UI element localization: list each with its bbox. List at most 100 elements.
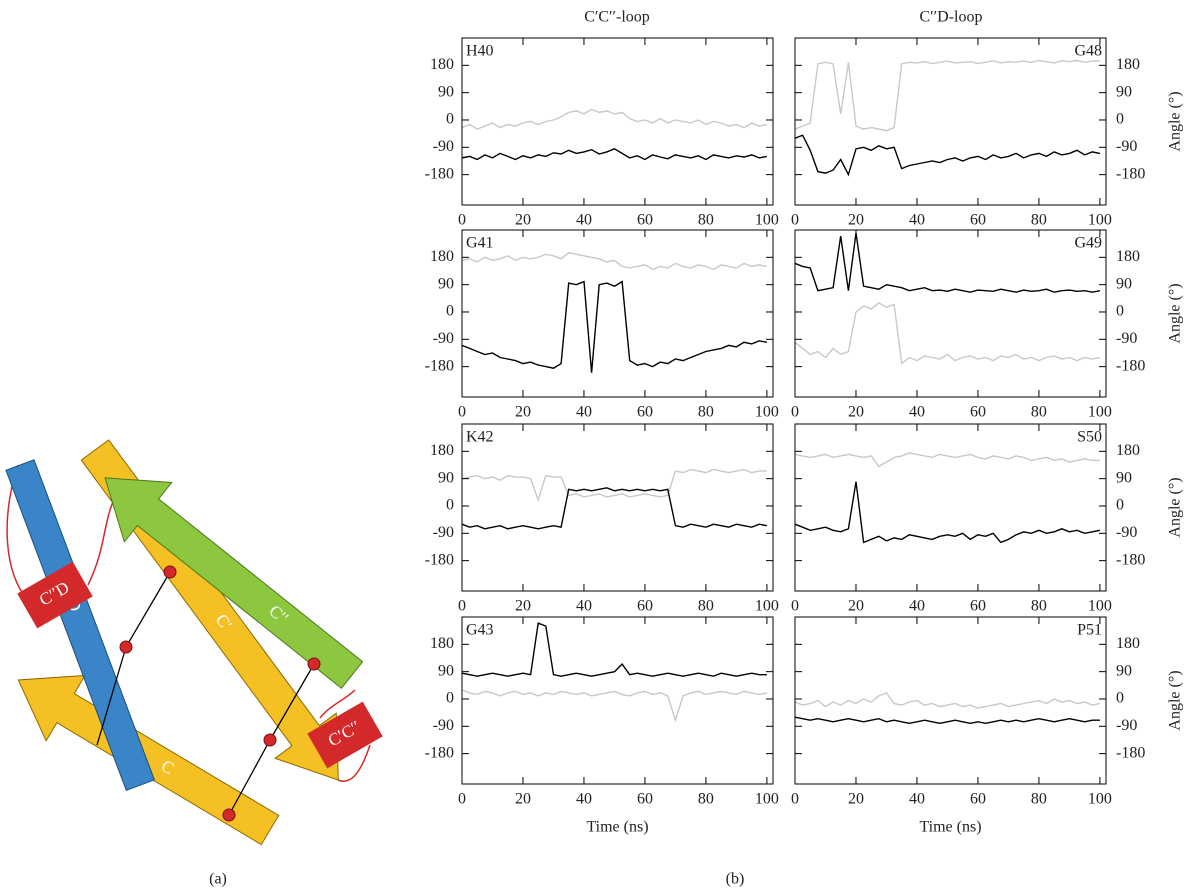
series-line (462, 487, 768, 530)
y-tick-label: 180 (1116, 56, 1140, 73)
plot-frame (794, 423, 1107, 592)
x-tick-label: 60 (970, 404, 986, 421)
x-tick-label: 100 (755, 598, 779, 615)
plot-title: G43 (466, 622, 494, 639)
y-tick-label: 0 (446, 690, 454, 707)
y-tick-label: 0 (446, 111, 454, 128)
x-tick-label: 0 (458, 404, 466, 421)
y-tick-label: -90 (1116, 524, 1137, 541)
connectors (96, 571, 315, 816)
series-line (462, 280, 768, 373)
x-tick-label: 40 (576, 212, 592, 229)
y-tick-label: 0 (446, 303, 454, 320)
loop-line (319, 689, 371, 782)
y-tick-label: -90 (433, 524, 454, 541)
series-line (795, 134, 1101, 177)
y-tick-label: 180 (430, 442, 454, 459)
x-tick-label: 80 (1031, 212, 1047, 229)
x-tick-label: 0 (791, 598, 799, 615)
x-tick-label: 60 (637, 404, 653, 421)
y-tick-label: -180 (1116, 744, 1145, 761)
x-tick-label: 80 (698, 598, 714, 615)
y-axis-label: Angle (°) (1167, 283, 1184, 343)
x-tick-label: 60 (970, 598, 986, 615)
x-tick-label: 20 (515, 212, 531, 229)
y-tick-label: 90 (438, 662, 454, 679)
plot-frame (794, 37, 1107, 206)
x-tick-label: 0 (791, 212, 799, 229)
plot-frame (461, 229, 774, 398)
y-axis-label: Angle (°) (1167, 670, 1184, 730)
series-line (462, 622, 767, 677)
x-tick-label: 40 (576, 791, 592, 808)
y-tick-label: -180 (1116, 165, 1145, 182)
y-tick-label: -180 (1116, 551, 1145, 568)
x-tick-label: 60 (637, 791, 653, 808)
x-tick-label: 40 (909, 598, 925, 615)
plot-frame (461, 616, 774, 785)
x-tick-label: 40 (576, 404, 592, 421)
diagram: C D C′ C′′ C′′D C′C′′ (5, 439, 383, 846)
y-tick-label: -90 (433, 330, 454, 347)
series-line (795, 452, 1100, 468)
y-tick-label: 0 (1116, 111, 1124, 128)
plot-frame (461, 37, 774, 206)
x-tick-label: 60 (637, 212, 653, 229)
x-tick-label: 100 (1088, 212, 1112, 229)
x-tick-label: 0 (458, 598, 466, 615)
plot-title: G48 (1074, 43, 1102, 60)
y-tick-label: 90 (1116, 469, 1132, 486)
y-tick-label: -90 (433, 138, 454, 155)
residue-dots (119, 565, 321, 822)
y-tick-label: -90 (433, 717, 454, 734)
x-tick-label: 20 (848, 598, 864, 615)
y-tick-label: -180 (425, 744, 454, 761)
x-tick-label: 40 (909, 212, 925, 229)
x-tick-label: 100 (1088, 791, 1112, 808)
series-line (795, 481, 1101, 544)
y-tick-label: 180 (1116, 635, 1140, 652)
y-tick-label: 0 (1116, 497, 1124, 514)
y-tick-label: 90 (1116, 662, 1132, 679)
y-tick-label: 90 (438, 469, 454, 486)
y-tick-label: 90 (438, 83, 454, 100)
x-tick-label: 60 (970, 212, 986, 229)
plot-title: G49 (1074, 235, 1102, 252)
y-tick-label: 0 (446, 497, 454, 514)
y-tick-label: -90 (1116, 138, 1137, 155)
y-tick-label: -180 (425, 551, 454, 568)
x-tick-label: 80 (1031, 791, 1047, 808)
x-tick-label: 20 (515, 598, 531, 615)
x-tick-label: 0 (458, 791, 466, 808)
plot-title: P51 (1077, 622, 1102, 639)
x-tick-label: 60 (637, 598, 653, 615)
series-line (462, 148, 768, 161)
x-tick-label: 0 (791, 791, 799, 808)
y-tick-label: -90 (1116, 717, 1137, 734)
series-line (795, 232, 1101, 293)
panel-label: (b) (726, 871, 745, 888)
x-tick-label: 80 (698, 791, 714, 808)
y-tick-label: -180 (425, 165, 454, 182)
x-axis-label: Time (ns) (586, 819, 648, 836)
strand-c-double-prime: C′′ (104, 477, 364, 689)
y-tick-label: 180 (1116, 248, 1140, 265)
y-tick-label: 180 (1116, 442, 1140, 459)
plot-title: H40 (466, 43, 494, 60)
x-tick-label: 20 (515, 404, 531, 421)
column-title: C′′D-loop (920, 9, 983, 26)
x-tick-label: 20 (848, 212, 864, 229)
y-tick-label: 180 (430, 635, 454, 652)
series-line (462, 108, 768, 130)
x-tick-label: 100 (755, 791, 779, 808)
x-tick-label: 80 (1031, 404, 1047, 421)
series-line (462, 689, 768, 723)
y-tick-label: -180 (425, 357, 454, 374)
x-tick-label: 60 (970, 791, 986, 808)
column-title: C′C′′-loop (584, 9, 650, 26)
x-tick-label: 100 (1088, 404, 1112, 421)
x-tick-label: 20 (515, 791, 531, 808)
y-axis-label: Angle (°) (1167, 91, 1184, 151)
y-tick-label: -180 (1116, 357, 1145, 374)
